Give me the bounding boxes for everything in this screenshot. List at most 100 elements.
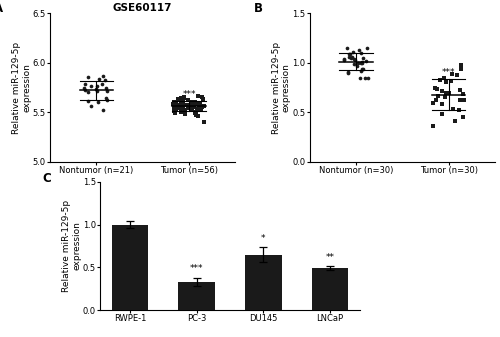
Point [87,84,95,89]
Point [340,57,348,62]
Point [457,63,465,68]
Text: **: ** [326,253,334,262]
Point [198,94,206,99]
Point [453,72,461,78]
Text: C: C [43,172,52,185]
Point [193,106,201,112]
Point [174,102,182,108]
Point [440,75,448,81]
Point [429,123,437,129]
Y-axis label: Relative miR-129-5p
expression: Relative miR-129-5p expression [12,41,31,134]
Point [354,48,362,53]
Point [188,102,196,108]
Point [103,97,111,103]
Point [98,108,106,113]
Y-axis label: Relative miR-129-5p
expression: Relative miR-129-5p expression [272,41,291,134]
Point [346,51,354,56]
Point [172,110,179,116]
Point [86,103,94,109]
Point [360,66,368,72]
Point [358,60,366,65]
Point [200,119,207,124]
Point [458,92,466,97]
Point [349,49,357,55]
Point [352,58,360,63]
Point [438,89,446,94]
Point [356,75,364,81]
Text: B: B [254,2,263,14]
Point [360,56,368,61]
Point [174,97,182,102]
Point [199,97,207,102]
Point [101,78,109,83]
Point [80,86,88,91]
Point [190,110,198,115]
Point [197,107,205,113]
Point [178,99,186,104]
Point [438,111,446,116]
Point [104,88,112,93]
Bar [112,225,148,310]
Point [99,73,107,79]
Point [92,87,100,92]
Point [176,105,184,111]
Point [184,97,192,102]
Point [200,103,208,109]
Point [364,75,372,81]
Point [184,105,192,111]
Point [177,103,185,108]
Point [172,106,179,112]
Point [354,60,362,66]
Point [350,56,358,61]
Point [344,69,352,74]
Text: ***: *** [442,68,456,77]
Point [192,110,200,115]
Point [184,103,192,108]
Point [102,95,110,100]
Point [434,93,442,99]
Point [457,67,465,72]
Point [194,113,202,119]
Point [93,84,101,89]
Point [450,119,458,124]
Point [434,86,442,91]
Point [177,105,185,110]
Point [180,95,188,101]
Text: ***: *** [182,90,196,99]
Point [432,97,440,103]
Text: A: A [0,2,4,14]
Point [98,81,106,86]
Bar [245,254,282,310]
Point [345,55,353,60]
Point [170,109,178,114]
Point [186,99,194,104]
Point [448,71,456,76]
Point [178,110,186,115]
Point [198,104,206,110]
Point [363,45,371,51]
Point [196,100,204,105]
Point [180,99,188,104]
Point [186,105,194,111]
Point [189,99,197,104]
Point [448,78,456,84]
Point [172,100,180,105]
Point [360,75,368,81]
Point [182,102,190,107]
Point [442,78,450,84]
Point [170,104,177,110]
Point [456,87,464,93]
Point [95,76,103,82]
Point [178,106,186,112]
Point [84,98,92,104]
Point [84,75,92,80]
Text: ***: *** [190,264,203,273]
Point [80,82,88,87]
Point [195,104,203,110]
Point [81,87,89,92]
Point [445,91,453,96]
Point [84,90,92,95]
Text: *: * [261,234,266,243]
Point [200,103,207,108]
Point [194,101,202,107]
